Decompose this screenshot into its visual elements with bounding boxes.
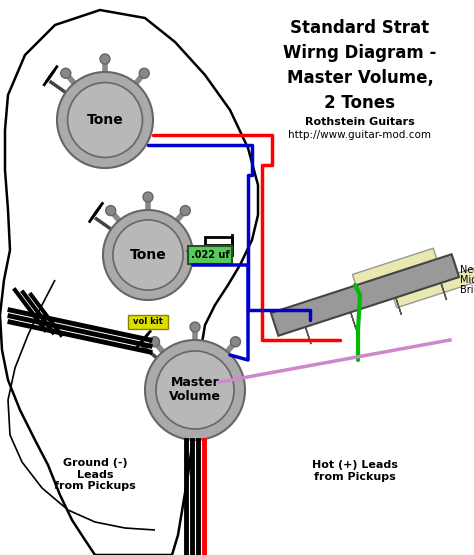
Text: Wirng Diagram -: Wirng Diagram - — [283, 44, 437, 62]
Text: http://www.guitar-mod.com: http://www.guitar-mod.com — [289, 130, 431, 140]
Text: Ground (-)
Leads
from Pickups: Ground (-) Leads from Pickups — [54, 458, 136, 491]
Circle shape — [180, 205, 190, 215]
Polygon shape — [392, 268, 474, 308]
Circle shape — [156, 351, 234, 429]
FancyBboxPatch shape — [188, 246, 232, 264]
Text: Tone: Tone — [87, 113, 123, 127]
Circle shape — [149, 337, 160, 347]
Circle shape — [143, 192, 153, 202]
Circle shape — [230, 337, 240, 347]
Text: Volume: Volume — [169, 391, 221, 403]
Text: Tone: Tone — [129, 248, 166, 262]
Polygon shape — [434, 260, 447, 300]
Text: Master Volume,: Master Volume, — [287, 69, 433, 87]
Circle shape — [100, 54, 110, 64]
Text: Master: Master — [171, 376, 219, 390]
Circle shape — [113, 220, 183, 290]
Circle shape — [57, 72, 153, 168]
Circle shape — [190, 322, 200, 332]
Text: Standard Strat: Standard Strat — [291, 19, 429, 37]
Circle shape — [145, 340, 245, 440]
Circle shape — [103, 210, 193, 300]
Text: Bridge: Bridge — [460, 285, 474, 295]
Circle shape — [139, 68, 149, 78]
Polygon shape — [352, 248, 438, 288]
FancyBboxPatch shape — [128, 315, 168, 329]
Text: 2 Tones: 2 Tones — [325, 94, 395, 112]
Circle shape — [61, 68, 71, 78]
Polygon shape — [373, 258, 457, 298]
Polygon shape — [298, 304, 311, 344]
Polygon shape — [343, 290, 356, 330]
Text: Middle: Middle — [460, 275, 474, 285]
Circle shape — [106, 205, 116, 215]
Circle shape — [68, 83, 143, 158]
Text: Rothstein Guitars: Rothstein Guitars — [305, 117, 415, 127]
Text: Hot (+) Leads
from Pickups: Hot (+) Leads from Pickups — [312, 460, 398, 482]
Polygon shape — [271, 254, 459, 336]
Text: Neck: Neck — [460, 265, 474, 275]
Text: vol kit: vol kit — [133, 317, 163, 326]
Text: .022 uf: .022 uf — [191, 250, 229, 260]
Polygon shape — [388, 275, 401, 315]
